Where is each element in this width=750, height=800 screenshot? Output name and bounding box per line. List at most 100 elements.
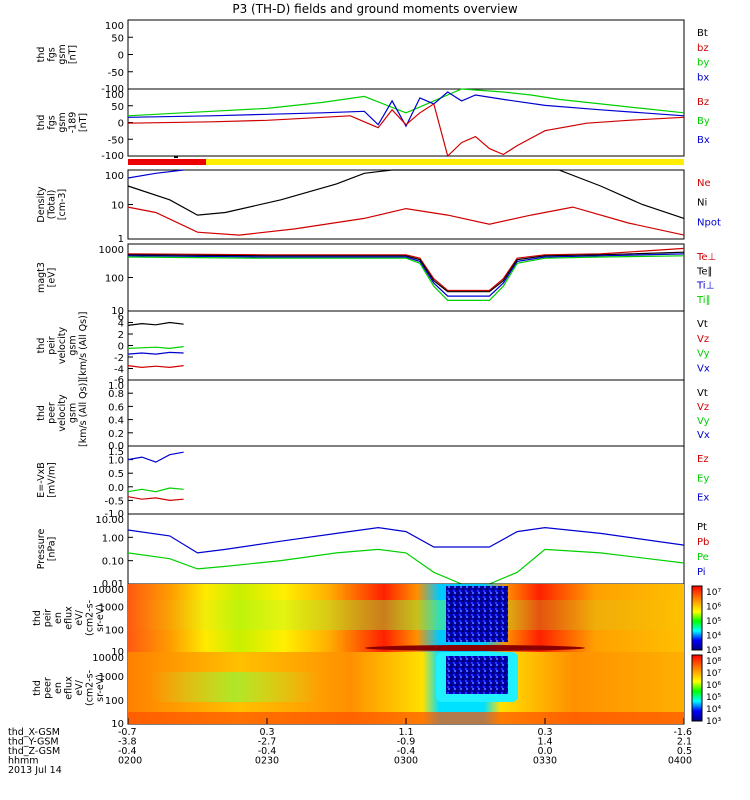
- y-tick-label: 100: [105, 625, 124, 636]
- y-tick-label: 4: [118, 319, 124, 330]
- y-axis-label-line: thd: [36, 338, 47, 354]
- y-axis-label-line: eV/: [74, 679, 85, 695]
- legend-item: Pi: [697, 567, 706, 578]
- series-Bz: [127, 102, 685, 158]
- legend-item: Vx: [697, 430, 710, 441]
- y-tick-label: 0.6: [108, 402, 124, 413]
- colorbar-tick-label: 10⁸: [706, 657, 721, 667]
- legend-item: Bt: [697, 28, 708, 39]
- legend-item: Ex: [697, 493, 709, 504]
- plot-title: P3 (TH-D) fields and ground moments over…: [232, 2, 517, 16]
- y-axis-label-line: en: [53, 612, 64, 624]
- y-axis-label-line: fgs: [47, 115, 58, 129]
- y-tick-label: 1: [118, 234, 124, 245]
- y-axis-label-line: gsm: [57, 44, 68, 64]
- y-tick-label: 0.0: [108, 483, 124, 494]
- legend-item: Ey: [697, 473, 709, 484]
- y-axis-label-line: eflux: [64, 676, 75, 700]
- y-axis-label-line: [cm-3]: [57, 189, 68, 220]
- series-Pi: [127, 526, 685, 554]
- y-tick-label: 10000: [92, 653, 124, 664]
- y-tick-label: -6: [114, 375, 124, 386]
- series-By: [127, 88, 685, 117]
- series-Npot: [127, 169, 184, 179]
- x-row-value: -0.7: [118, 727, 137, 738]
- y-axis-label: thdfgsgsm[nT]: [36, 44, 79, 64]
- y-axis-label-line: velocity: [57, 394, 68, 432]
- colorbar-tick-label: 10⁵: [706, 617, 721, 627]
- y-axis-label-line: fgs: [47, 47, 58, 61]
- colorbar-tick-label: 10⁷: [706, 669, 721, 679]
- y-axis-label-line: [km/s (All Qs)]: [78, 312, 89, 380]
- x-row-value: -3.8: [118, 737, 137, 748]
- x-row-value: -0.9: [397, 737, 416, 748]
- panel-temperature: 1000 100 10 magt3[eV] Te⊥ Te∥ Ti⊥ Ti∥: [36, 243, 716, 317]
- y-axis-label-line: thd: [32, 680, 43, 696]
- colorbar-tick-label: 10⁴: [706, 632, 721, 642]
- legend-item: Ti⊥: [696, 281, 714, 292]
- x-row-value: 0.5: [677, 746, 692, 757]
- y-tick-label: 10: [111, 647, 124, 658]
- y-tick-label: 2: [118, 330, 124, 341]
- y-axis-label-line: gsm: [68, 335, 79, 355]
- y-tick-label: 10.00: [95, 515, 124, 526]
- legend-item: Ne: [697, 178, 711, 189]
- x-row-value: 0.3: [259, 727, 274, 738]
- series-Vx: [127, 351, 184, 355]
- series-Te∥: [127, 251, 685, 293]
- colorbar-ion-scale: [691, 585, 703, 651]
- y-tick-label: 0: [118, 119, 124, 130]
- y-tick-label: 1.5: [108, 447, 124, 458]
- y-tick-label: 0.10: [102, 557, 124, 568]
- legend-item: Vy: [697, 349, 710, 360]
- y-tick-label: 100: [105, 21, 124, 32]
- series-Ne: [127, 206, 685, 236]
- y-axis-label-line: sr-eV): [95, 604, 106, 632]
- series-Ez: [127, 496, 184, 502]
- y-tick-label: 100: [105, 171, 124, 182]
- panel-efield: 1.51.0 0.5 0.0 -0.5 -1.0 E=-VxB[mV/m] Ez Ey Ex: [36, 445, 709, 520]
- y-axis-label: thdfgsgsm-189[nT]: [36, 112, 89, 134]
- x-row-label: thd_Y-GSM: [8, 737, 59, 748]
- x-row-value: 0400: [668, 756, 692, 767]
- y-axis-label: thdpeirvelocitygsm[km/s (All Qs)]: [36, 312, 89, 380]
- x-row-label: thd_X-GSM: [8, 727, 60, 738]
- panel-frame: [127, 310, 685, 381]
- y-tick-label: 0: [118, 342, 124, 353]
- y-tick-label: 10: [111, 719, 124, 730]
- y-axis-label-line: peer: [43, 677, 54, 699]
- y-axis-label-line: (cm2-s-: [85, 670, 96, 706]
- y-tick-label: 10000: [92, 585, 124, 596]
- y-axis-label-line: en: [53, 682, 64, 694]
- y-axis-label: Density(Total)[cm-3]: [36, 186, 68, 222]
- x-row-value: -0.4: [397, 746, 416, 757]
- series-Ti∥: [127, 255, 685, 301]
- y-tick-label: 0.8: [108, 389, 124, 400]
- y-axis-label: magt3[eV]: [36, 262, 58, 293]
- panel-pressure: 10.00 1.00 0.10 0.01 Pressure[nPa] Pt Pb Pe Pi: [36, 513, 709, 590]
- y-axis-label-line: -189: [68, 112, 79, 134]
- series-Ni: [127, 169, 685, 219]
- y-tick-label: -1.0: [104, 509, 124, 520]
- y-axis-label-line: sr-eV): [95, 674, 106, 702]
- x-row-label: hhmm: [8, 756, 39, 767]
- panel-frame: [127, 513, 685, 585]
- x-row-value: 1.4: [537, 737, 552, 748]
- y-axis-label-line: thd: [36, 405, 47, 421]
- legend-item: bz: [697, 43, 709, 54]
- ion-spectrogram-dropout: [446, 586, 508, 642]
- y-tick-label: 0.01: [102, 579, 124, 590]
- y-tick-label: 1000: [99, 245, 124, 256]
- y-tick-label: 1.0: [108, 381, 124, 392]
- x-row-value: -2.7: [258, 737, 277, 748]
- y-axis-label: Pressure[nPa]: [36, 529, 58, 570]
- legend-item: Npot: [697, 217, 721, 228]
- legend-item: By: [697, 116, 710, 127]
- colorbar-tick-label: 10⁵: [706, 693, 721, 703]
- y-axis-label-line: gsm: [57, 112, 68, 132]
- panels: 100500-50-100thdfgsgsm[nT]Btbzbybx100500…: [32, 19, 721, 730]
